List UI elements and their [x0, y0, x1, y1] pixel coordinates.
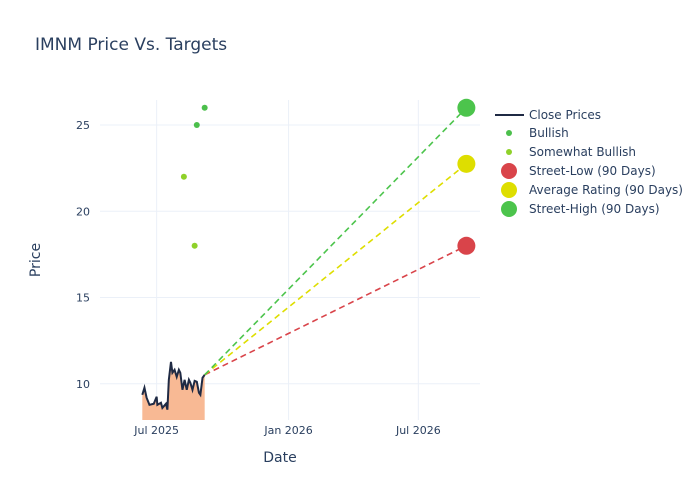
- rating-point-somewhat-bullish: [180, 173, 187, 180]
- close-price-line: [141, 361, 206, 410]
- x-axis-label: Date: [263, 450, 296, 466]
- legend-point-swatch: [506, 130, 512, 136]
- legend-item-label: Average Rating (90 Days): [529, 183, 683, 197]
- y-axis-label: Price: [28, 243, 44, 277]
- legend[interactable]: Close Prices Bullish Somewhat Bullish Stree…: [495, 108, 683, 217]
- x-tick-label: Jan 2026: [263, 424, 312, 437]
- rating-point-somewhat-bullish: [191, 242, 198, 249]
- y-tick-label: 15: [76, 292, 90, 305]
- target-line: [204, 163, 467, 376]
- legend-item-label: Street-Low (90 Days): [529, 164, 656, 178]
- legend-marker-swatch: [501, 182, 517, 198]
- x-tick-label: Jul 2025: [133, 424, 179, 437]
- y-tick-label: 10: [76, 378, 90, 391]
- target-line: [204, 107, 467, 376]
- grid: Jul 2025 Jan 2026 Jul 2026 10 15 20 25: [76, 100, 480, 437]
- rating-point-bullish: [201, 104, 208, 111]
- target-marker: [457, 98, 476, 117]
- y-tick-label: 25: [76, 119, 90, 132]
- rating-point-bullish: [193, 122, 200, 129]
- legend-marker-swatch: [501, 163, 517, 179]
- legend-item-label: Somewhat Bullish: [529, 145, 636, 159]
- chart-title: IMNM Price Vs. Targets: [35, 35, 227, 55]
- legend-item-label: Bullish: [529, 126, 569, 140]
- plot-area: [141, 98, 476, 420]
- target-line: [204, 245, 467, 376]
- legend-item-label: Street-High (90 Days): [529, 202, 660, 216]
- legend-point-swatch: [506, 149, 512, 155]
- legend-marker-swatch: [501, 201, 517, 217]
- target-marker: [457, 236, 476, 255]
- target-marker: [457, 154, 476, 173]
- legend-item-label: Close Prices: [529, 108, 601, 122]
- x-tick-label: Jul 2026: [395, 424, 441, 437]
- y-tick-label: 20: [76, 205, 90, 218]
